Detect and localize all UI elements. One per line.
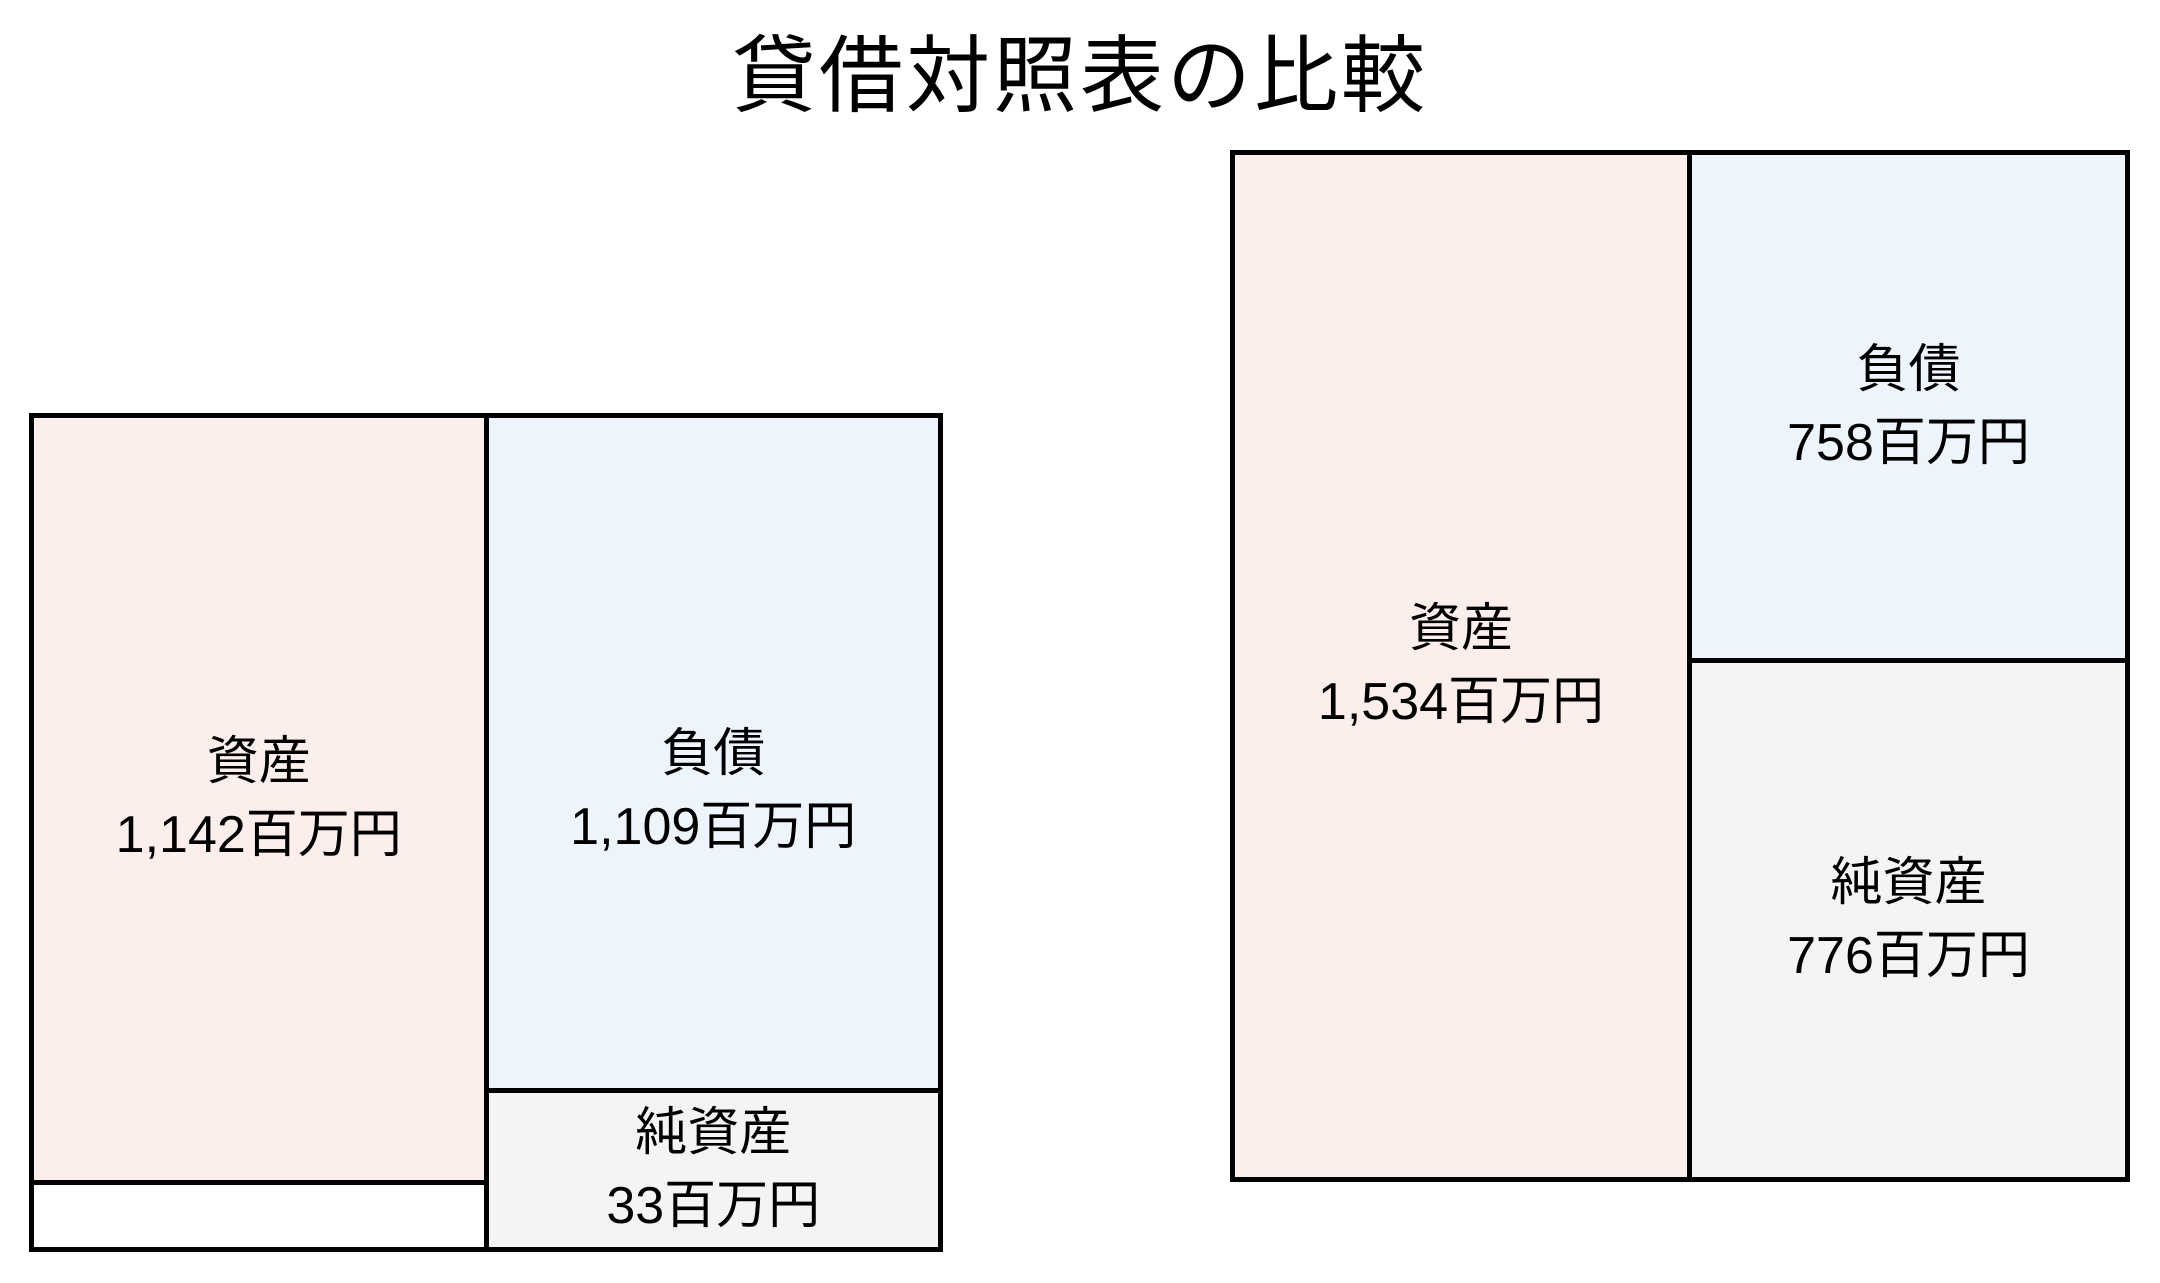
right-assets-box: 資産 1,534百万円 (1235, 155, 1687, 1177)
left-liabilities-label: 負債 (661, 725, 766, 784)
left-net-assets-value: 33百万円 (606, 1177, 821, 1235)
left-assets-box: 資産 1,142百万円 (34, 418, 484, 1180)
left-empty-box (34, 1185, 484, 1247)
right-assets-label: 資産 (1408, 600, 1513, 659)
right-assets-value: 1,534百万円 (1317, 673, 1605, 731)
right-liabilities-box: 負債 758百万円 (1692, 155, 2125, 658)
right-liabilities-label-block: 負債 758百万円 (1787, 334, 2030, 480)
right-assets-column: 資産 1,534百万円 (1235, 155, 1687, 1177)
page-title: 貸借対照表の比較 (731, 29, 1428, 123)
right-assets-label-block: 資産 1,534百万円 (1318, 593, 1604, 739)
left-assets-value: 1,142百万円 (115, 806, 402, 864)
left-net-assets-box: 純資産 33百万円 (488, 1093, 938, 1247)
left-liabilities-column: 負債 1,109百万円 純資産 33百万円 (488, 418, 938, 1247)
left-net-assets-label: 純資産 (635, 1104, 792, 1163)
balance-sheet-right: 資産 1,534百万円 負債 758百万円 純資産 776百万円 (1230, 150, 2130, 1182)
balance-sheet-left: 資産 1,142百万円 負債 1,109百万円 純資産 33百万円 (29, 413, 943, 1252)
left-liabilities-value: 1,109百万円 (570, 798, 857, 856)
right-liabilities-label: 負債 (1856, 340, 1961, 399)
right-net-assets-value: 776百万円 (1787, 927, 2030, 985)
left-assets-label: 資産 (206, 733, 311, 792)
right-net-assets-label: 純資産 (1830, 854, 1987, 913)
left-liabilities-box: 負債 1,109百万円 (488, 418, 938, 1088)
left-assets-label-block: 資産 1,142百万円 (116, 726, 402, 872)
right-net-assets-box: 純資産 776百万円 (1692, 663, 2125, 1177)
left-liabilities-label-block: 負債 1,109百万円 (570, 718, 856, 864)
right-liabilities-column: 負債 758百万円 純資産 776百万円 (1692, 155, 2125, 1177)
right-liabilities-value: 758百万円 (1787, 413, 2030, 472)
left-net-assets-label-block: 純資産 33百万円 (606, 1097, 820, 1243)
left-assets-column: 資産 1,142百万円 (34, 418, 484, 1247)
right-net-assets-label-block: 純資産 776百万円 (1787, 847, 2030, 993)
